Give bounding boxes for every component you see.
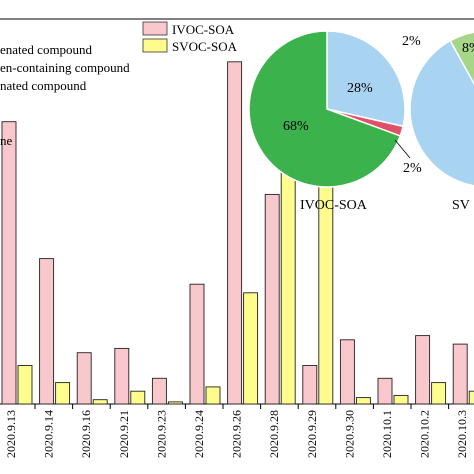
pie2-label-2: 2% [402,34,421,49]
bar-svoc-2020.9.26 [243,292,259,405]
bar-svoc-2020.9.30 [355,397,371,405]
bar-ivoc-2020.9.24 [189,283,205,405]
pie1-title: IVOC-SOA [300,198,368,213]
pie2-title: SV [452,198,470,213]
bar-ivoc-2020.10.1 [377,377,393,405]
x-tick-labels: 2020.9.13 2020.9.14 2020.9.16 2020.9.21 2020… [4,410,469,458]
bar-svoc-2020.9.13 [17,365,33,405]
pie-svoc-soa [409,31,474,187]
legend-swatch-svoc [142,38,168,53]
x-tick-label-2020.9.16: 2020.9.16 [79,410,93,458]
bar-ivoc-2020.9.21 [114,347,130,405]
pie2-slice-2 [409,39,474,187]
bar-ivoc-2020.9.13 [1,121,17,405]
bar-ivoc-2020.10.2 [415,335,431,405]
bar-svoc-2020.9.16 [92,399,108,405]
bar-ivoc-2020.9.23 [151,377,167,405]
bar-svoc-2020.10.1 [393,394,409,405]
x-tick-label-2020.9.26: 2020.9.26 [230,410,244,458]
bar-svoc-2020.9.14 [55,382,71,405]
bar-group [1,61,474,405]
pie1-slice-2 [248,30,402,188]
legend-label-svoc: SVOC-SOA [172,39,238,54]
bar-ivoc-2020.9.28 [264,193,280,405]
pie1-label-2: 2% [403,161,422,176]
x-tick-label-2020.9.29: 2020.9.29 [305,410,319,458]
bar-ivoc-2020.9.14 [39,258,55,405]
x-tick-label-2020.9.28: 2020.9.28 [267,410,281,458]
pie2-label-8: 8% [462,41,474,56]
x-tick-label-2020.10.3: 2020.10.3 [455,410,469,458]
x-tick-label-2020.10.2: 2020.10.2 [418,410,432,458]
x-tick-label-2020.9.13: 2020.9.13 [4,410,18,458]
bar-ivoc-2020.9.16 [76,352,92,405]
bar-ivoc-2020.9.26 [227,61,243,405]
pie1-label-68: 68% [283,119,309,134]
bar-svoc-2020.9.23 [167,401,183,405]
bar-svoc-2020.9.24 [205,386,221,405]
x-ticks [34,404,450,409]
legend-label-ivoc: IVOC-SOA [172,22,235,37]
left-legend-label-1: enated compound [0,42,93,57]
x-tick-label-2020.9.23: 2020.9.23 [154,410,168,458]
bar-svoc-2020.10.2 [431,382,447,405]
bar-svoc-2020.9.21 [130,390,146,405]
left-legend-label-3: nated compound [0,78,87,93]
pie-ivoc-soa [248,30,406,188]
bar-svoc-2020.9.28 [280,159,296,405]
x-tick-label-2020.10.1: 2020.10.1 [380,410,394,458]
pie1-leader-line [394,139,411,159]
bar-svoc-2020.10.3 [468,390,474,405]
bar-ivoc-2020.9.29 [302,365,318,405]
left-legend-label-4: ne [0,133,13,148]
legend-swatch-ivoc [142,21,168,36]
bar-ivoc-2020.10.3 [452,343,468,405]
pie1-label-28: 28% [347,81,373,96]
x-tick-label-2020.9.14: 2020.9.14 [42,410,56,458]
x-tick-label-2020.9.30: 2020.9.30 [342,410,356,458]
pie1-slice-0 [326,30,406,128]
left-legend-label-2: en-containing compound [0,60,130,75]
bar-ivoc-2020.9.30 [339,339,355,405]
x-tick-label-2020.9.21: 2020.9.21 [117,410,131,458]
x-tick-label-2020.9.24: 2020.9.24 [192,410,206,458]
